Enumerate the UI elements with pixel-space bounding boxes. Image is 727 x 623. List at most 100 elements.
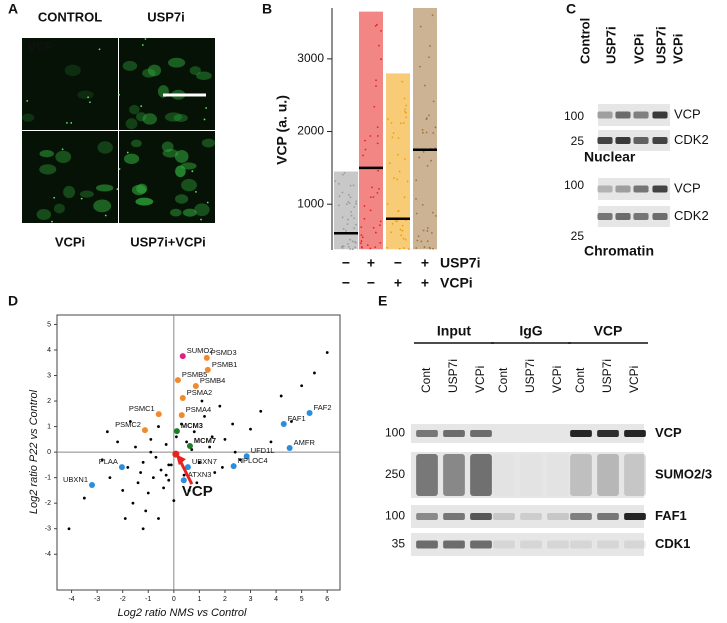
- speck: [194, 190, 197, 193]
- strip-dot-texture: [403, 110, 406, 113]
- point: [172, 499, 176, 503]
- strip-dot-texture: [379, 224, 381, 227]
- strip-dot-texture: [369, 135, 372, 137]
- cell: [21, 113, 35, 122]
- strip-dot-texture: [421, 203, 424, 206]
- point: [116, 440, 119, 444]
- band-smear: [443, 454, 465, 496]
- strip-range: [386, 73, 410, 250]
- strip-dot-texture: [373, 105, 376, 108]
- strip-range: [334, 171, 358, 250]
- y-tick-label: 5: [47, 321, 51, 328]
- speck: [61, 148, 64, 151]
- strip-dot-texture: [401, 224, 404, 227]
- arrow-head: [175, 454, 186, 466]
- point: [164, 443, 168, 446]
- strip-dot-texture: [419, 25, 422, 28]
- point: [149, 450, 153, 454]
- strip-dot-texture: [355, 202, 357, 205]
- strip-dot-texture: [421, 129, 424, 131]
- point: [123, 517, 127, 520]
- point: [169, 463, 173, 467]
- point: [243, 453, 250, 460]
- cell: [53, 203, 65, 214]
- strip-dot-texture: [402, 247, 405, 249]
- cell: [181, 178, 197, 192]
- strip-dot-texture: [386, 203, 389, 206]
- point: [286, 445, 293, 452]
- strip-dot-texture: [334, 180, 336, 183]
- speck: [116, 188, 119, 191]
- strip-dot-texture: [371, 186, 373, 189]
- point: [151, 476, 155, 480]
- blot-label: SUMO2/3: [655, 466, 712, 481]
- strip-dot-texture: [403, 196, 406, 199]
- point: [233, 450, 237, 454]
- cell: [162, 148, 179, 158]
- cell: [129, 104, 140, 115]
- point: [108, 476, 112, 480]
- strip-dot-texture: [404, 158, 406, 161]
- point: [313, 371, 316, 375]
- x-tick-label: -2: [120, 596, 126, 603]
- y-axis-label: VCP (a. u.): [274, 95, 290, 165]
- speck: [53, 196, 56, 199]
- point-label: VCP: [182, 483, 213, 500]
- x-tick-label: -4: [68, 596, 74, 603]
- strip-dot-texture: [350, 210, 352, 213]
- point-label: UBXN1: [63, 475, 88, 484]
- strip-dot-texture: [361, 246, 363, 249]
- cell: [122, 60, 138, 71]
- blot-label: VCP: [674, 180, 701, 195]
- band-smear: [470, 454, 492, 496]
- strip-dot-texture: [349, 196, 352, 199]
- cell: [147, 64, 162, 77]
- band-smear: [624, 454, 646, 496]
- point: [146, 491, 150, 495]
- band: [443, 513, 465, 520]
- point-label: PSMC1: [129, 404, 155, 413]
- point: [184, 464, 191, 471]
- cell: [123, 153, 140, 164]
- point: [200, 399, 204, 403]
- point: [128, 420, 132, 423]
- point: [172, 450, 180, 458]
- point: [157, 425, 160, 428]
- point: [179, 394, 186, 401]
- y-tick-label: -3: [45, 526, 51, 533]
- strip-dot-texture: [432, 247, 434, 250]
- point: [192, 430, 196, 434]
- band: [597, 513, 619, 520]
- strip-dot-texture: [431, 211, 434, 214]
- cell: [63, 185, 76, 199]
- point: [187, 489, 191, 492]
- point: [173, 428, 180, 435]
- band: [570, 430, 592, 437]
- marker-label: 25: [571, 229, 585, 243]
- strip-dot-texture: [397, 137, 400, 139]
- strip-dot-texture: [425, 118, 428, 121]
- point-label: ATXN3: [188, 470, 212, 479]
- band: [547, 540, 569, 549]
- strip-dot-texture: [404, 238, 407, 241]
- point-label: UFD1L: [251, 446, 275, 455]
- point: [89, 482, 96, 489]
- band: [615, 111, 631, 119]
- strip-dot-texture: [349, 184, 352, 187]
- strip-dot-texture: [349, 248, 352, 251]
- strip-dot-texture: [391, 136, 394, 139]
- strip-dot-texture: [428, 56, 430, 59]
- strip-dot-texture: [352, 184, 355, 187]
- point: [141, 527, 145, 531]
- micrograph: [119, 38, 215, 130]
- strip-dot-texture: [388, 162, 391, 165]
- strip-dot-texture: [421, 131, 424, 134]
- point-label: MCM7: [194, 436, 216, 445]
- speck: [118, 93, 121, 96]
- band: [624, 513, 646, 520]
- micrograph: [119, 131, 215, 223]
- band-smear: [570, 454, 592, 496]
- strip-dot-texture: [355, 200, 357, 203]
- panel-label: B: [262, 1, 272, 17]
- strip-dot-texture: [363, 217, 366, 220]
